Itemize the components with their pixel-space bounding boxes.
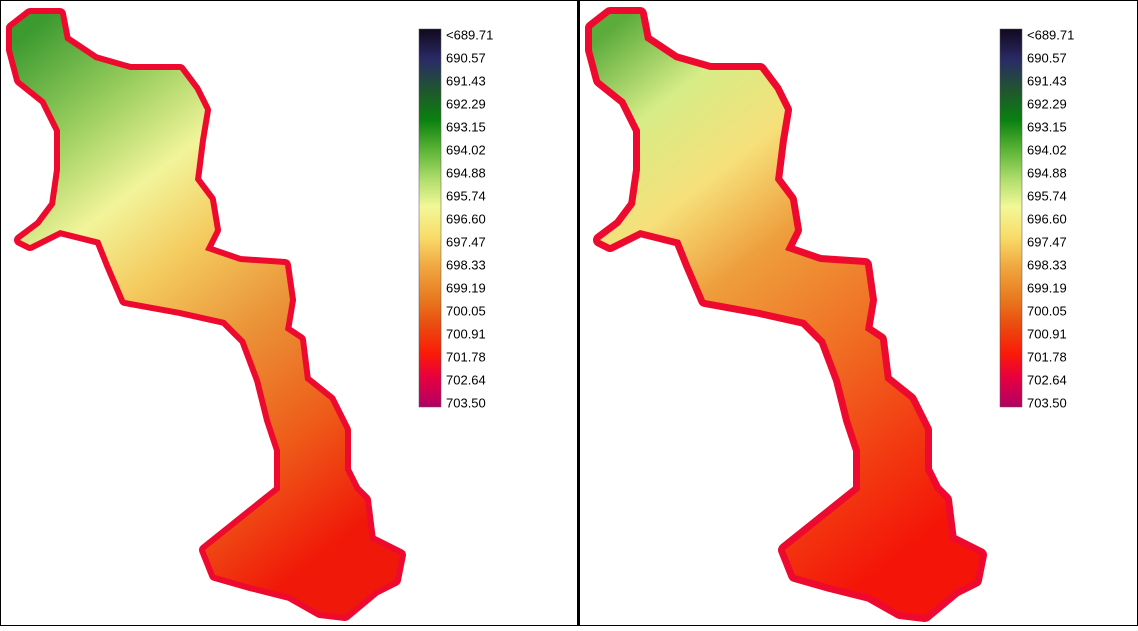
legend-label: 691.43 bbox=[446, 73, 486, 88]
legend-label: <689.71 bbox=[1027, 27, 1074, 42]
legend-label: 695.74 bbox=[1027, 188, 1067, 203]
legend-label: 693.15 bbox=[446, 119, 486, 134]
legend-label: 700.91 bbox=[446, 326, 486, 341]
legend-label: 697.47 bbox=[1027, 234, 1067, 249]
legend-label: 701.78 bbox=[446, 349, 486, 364]
legend-color-bar bbox=[999, 28, 1023, 408]
legend-label: 694.02 bbox=[1027, 142, 1067, 157]
legend-label: 690.57 bbox=[446, 50, 486, 65]
legend-label: 702.64 bbox=[1027, 372, 1067, 387]
legend-label: 703.50 bbox=[1027, 395, 1067, 410]
legend-label: 703.50 bbox=[446, 395, 486, 410]
legend-label: <689.71 bbox=[446, 27, 493, 42]
legend-color-bar bbox=[418, 28, 442, 408]
legend-label: 694.88 bbox=[446, 165, 486, 180]
legend-label: 702.64 bbox=[446, 372, 486, 387]
legend: <689.71 690.57 691.43 692.29 693.15 694.02 694… bbox=[446, 27, 493, 410]
legend-label: 698.33 bbox=[446, 257, 486, 272]
legend-label: 697.47 bbox=[446, 234, 486, 249]
legend-label: 692.29 bbox=[1027, 96, 1067, 111]
legend-label: 694.88 bbox=[1027, 165, 1067, 180]
legend: <689.71 690.57 691.43 692.29 693.15 694.02 694… bbox=[1027, 27, 1074, 410]
legend-label: 695.74 bbox=[446, 188, 486, 203]
legend-label: 700.05 bbox=[446, 303, 486, 318]
legend-label: 692.29 bbox=[446, 96, 486, 111]
legend-label: 698.33 bbox=[1027, 257, 1067, 272]
legend-label: 699.19 bbox=[446, 280, 486, 295]
legend-label: 691.43 bbox=[1027, 73, 1067, 88]
legend-label: 693.15 bbox=[1027, 119, 1067, 134]
legend-label: 690.57 bbox=[1027, 50, 1067, 65]
legend-label: 696.60 bbox=[446, 211, 486, 226]
map-panel: <689.71 690.57 691.43 692.29 693.15 694.02 694… bbox=[592, 14, 1074, 615]
legend-label: 696.60 bbox=[1027, 211, 1067, 226]
map-panel: <689.71 690.57 691.43 692.29 693.15 694.02 694… bbox=[12, 14, 493, 615]
legend-label: 700.91 bbox=[1027, 326, 1067, 341]
legend-label: 701.78 bbox=[1027, 349, 1067, 364]
divider bbox=[577, 0, 580, 626]
legend-label: 694.02 bbox=[446, 142, 486, 157]
legend-label: 700.05 bbox=[1027, 303, 1067, 318]
legend-label: 699.19 bbox=[1027, 280, 1067, 295]
